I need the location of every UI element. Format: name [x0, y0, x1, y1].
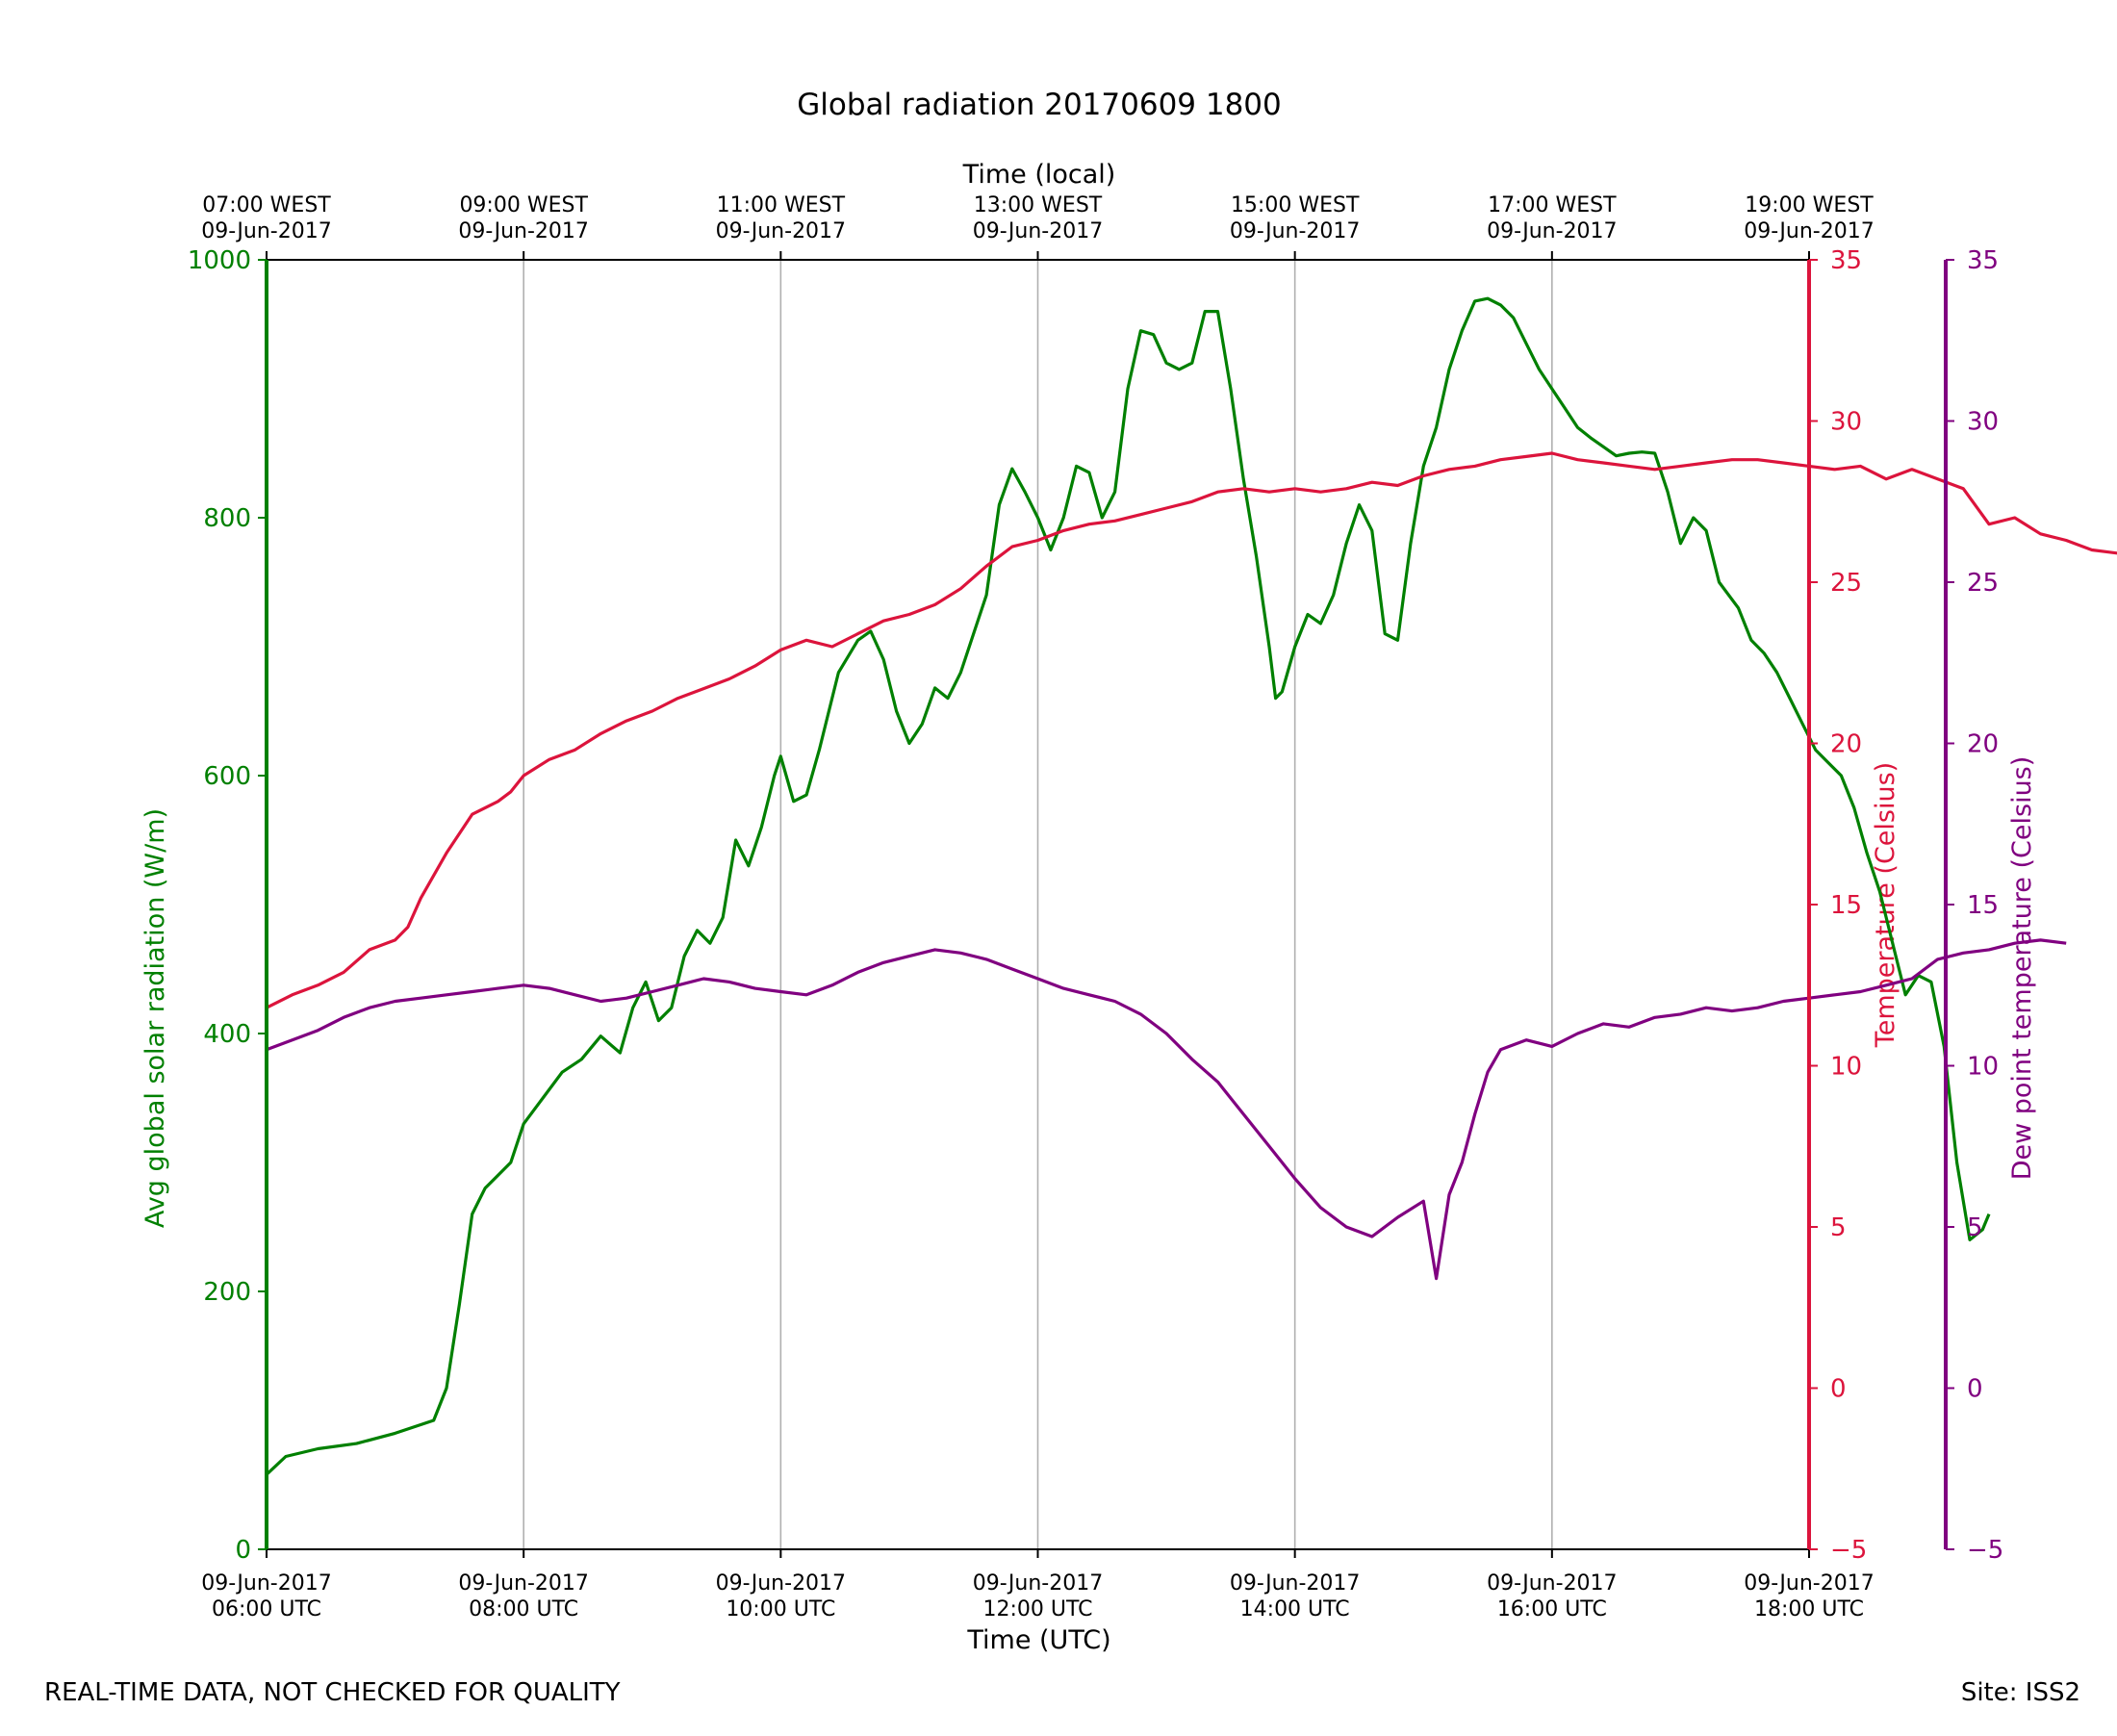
- x-tick-label-bottom: 18:00 UTC: [1754, 1597, 1864, 1621]
- temperature-tick-label: 25: [1830, 569, 1862, 598]
- radiation-series-line: [265, 296, 1991, 1476]
- grid-layer: [266, 260, 1810, 1549]
- radiation-tick-label: 400: [203, 1020, 251, 1049]
- x-tick-label-bottom: 10:00 UTC: [726, 1597, 835, 1621]
- temperature-axis-label: Temperature (Celsius): [1871, 762, 1900, 1048]
- radiation-tick-label: 600: [203, 762, 251, 791]
- radiation-tick-label: 1000: [188, 246, 251, 275]
- x-tick-label-bottom: 09-Jun-2017: [1744, 1571, 1874, 1596]
- dewpoint-tick-label: 0: [1967, 1375, 1983, 1404]
- site-label: Site: ISS2: [1960, 1678, 2080, 1707]
- radiation-tick-label: 0: [235, 1536, 251, 1565]
- temperature-tick-label: −5: [1830, 1536, 1867, 1565]
- series-layer: [265, 296, 2117, 1476]
- dewpoint-tick-label: 35: [1967, 246, 1999, 275]
- x-tick-label-top: 17:00 WEST: [1488, 193, 1617, 217]
- x-tick-label-top: 07:00 WEST: [202, 193, 331, 217]
- temperature-tick-label: 20: [1830, 730, 1862, 759]
- x-tick-label-top: 09-Jun-2017: [1744, 219, 1874, 243]
- x-tick-label-top: 11:00 WEST: [717, 193, 846, 217]
- dewpoint-axis-label: Dew point temperature (Celsius): [2007, 756, 2037, 1181]
- dewpoint-tick-label: −5: [1967, 1536, 2003, 1565]
- x-tick-label-bottom: 09-Jun-2017: [1230, 1571, 1360, 1596]
- x-tick-label-top: 09-Jun-2017: [1230, 219, 1360, 243]
- x-tick-label-top: 15:00 WEST: [1231, 193, 1360, 217]
- x-tick-label-bottom: 09-Jun-2017: [201, 1571, 331, 1596]
- x-tick-label-top: 19:00 WEST: [1745, 193, 1874, 217]
- dewpoint-tick-label: 25: [1967, 569, 1999, 598]
- radiation-axis-label: Avg global solar radiation (W/m): [140, 808, 170, 1228]
- dewpoint-tick-label: 10: [1967, 1053, 1999, 1082]
- radiation-tick-label: 800: [203, 504, 251, 533]
- dewpoint-tick-label: 15: [1967, 891, 1999, 920]
- temperature-tick-label: 15: [1830, 891, 1862, 920]
- temperature-tick-label: 35: [1830, 246, 1862, 275]
- x-tick-label-bottom: 09-Jun-2017: [458, 1571, 588, 1596]
- x-tick-label-top: 09-Jun-2017: [1487, 219, 1617, 243]
- quality-note: REAL-TIME DATA, NOT CHECKED FOR QUALITY: [44, 1678, 621, 1707]
- x-tick-label-bottom: 16:00 UTC: [1497, 1597, 1607, 1621]
- dewpoint-tick-label: 30: [1967, 408, 1999, 437]
- temperature-tick-label: 10: [1830, 1053, 1862, 1082]
- temperature-tick-label: 5: [1830, 1213, 1847, 1242]
- dewpoint-tick-label: 20: [1967, 730, 1999, 759]
- x-tick-label-top: 09-Jun-2017: [716, 219, 846, 243]
- temperature-tick-label: 30: [1830, 408, 1862, 437]
- x-tick-label-top: 09-Jun-2017: [201, 219, 331, 243]
- x-tick-label-bottom: 09-Jun-2017: [1487, 1571, 1617, 1596]
- x-tick-label-bottom: 08:00 UTC: [469, 1597, 578, 1621]
- dewpoint-tick-label: 5: [1967, 1213, 1983, 1242]
- top-axis-label: Time (local): [962, 160, 1116, 190]
- x-tick-label-bottom: 12:00 UTC: [982, 1597, 1092, 1621]
- x-tick-label-bottom: 09-Jun-2017: [973, 1571, 1103, 1596]
- x-tick-label-top: 09-Jun-2017: [458, 219, 588, 243]
- x-tick-label-bottom: 06:00 UTC: [212, 1597, 321, 1621]
- x-tick-label-top: 09:00 WEST: [459, 193, 588, 217]
- x-tick-label-top: 09-Jun-2017: [973, 219, 1103, 243]
- axes-layer: [265, 259, 1948, 1550]
- x-tick-label-bottom: 09-Jun-2017: [716, 1571, 846, 1596]
- radiation-tick-label: 200: [203, 1278, 251, 1307]
- x-tick-label-bottom: 14:00 UTC: [1240, 1597, 1350, 1621]
- dewpoint-series-line: [266, 938, 2067, 1281]
- temperature-series-line: [266, 451, 2117, 1009]
- x-axis-label: Time (UTC): [966, 1625, 1110, 1655]
- chart-title: Global radiation 20170609 1800: [797, 88, 1282, 122]
- temperature-tick-label: 0: [1830, 1375, 1847, 1404]
- x-tick-label-top: 13:00 WEST: [974, 193, 1103, 217]
